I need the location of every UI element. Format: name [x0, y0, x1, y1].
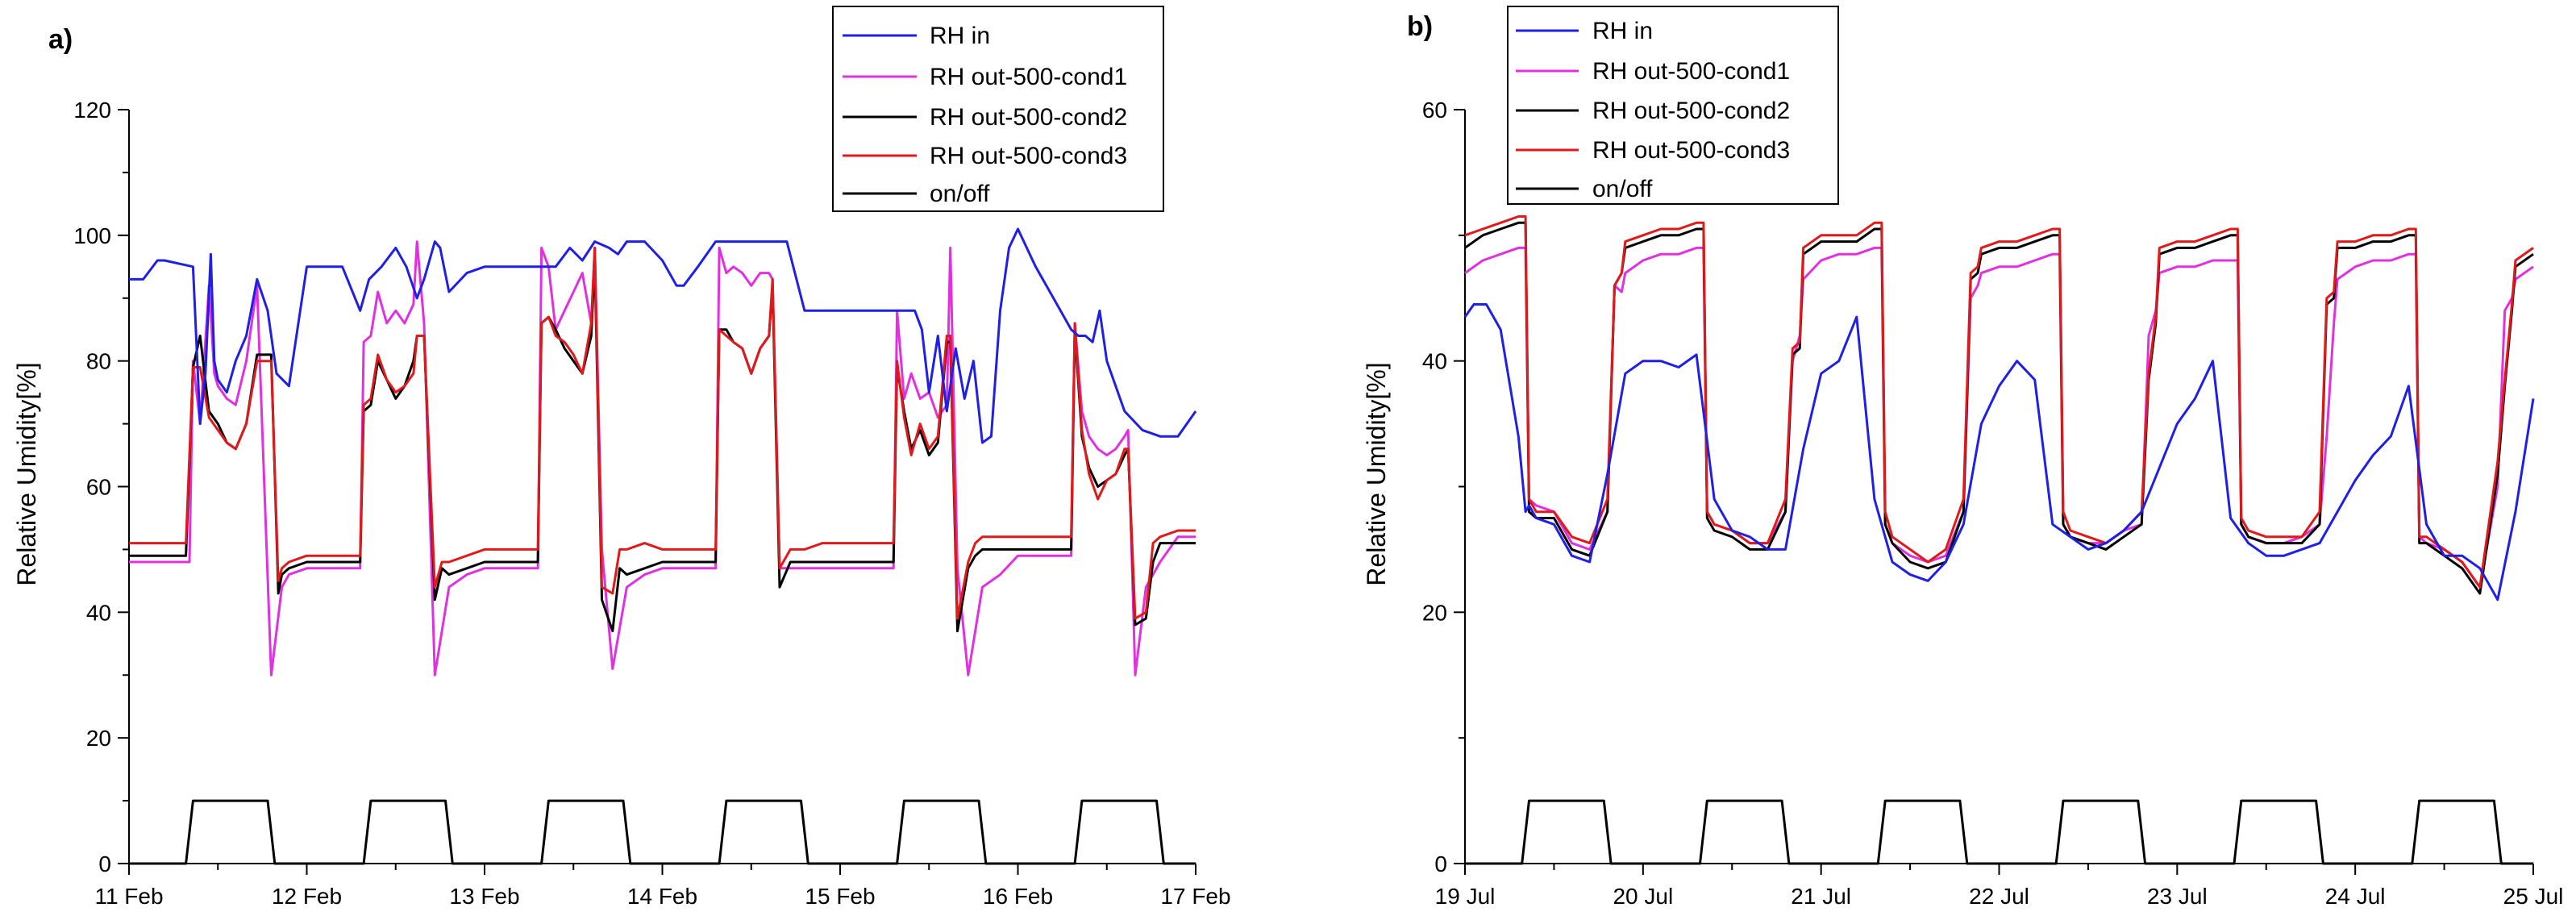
panel-b-series-rh-out-500-cond2: [1464, 221, 2534, 595]
panel-a-legend: RH in RH out-500-cond1 RH out-500-cond2 …: [832, 6, 1164, 212]
panel-a-series-rh-in: [129, 227, 1197, 444]
panel-b-x-tick-label: 24 Jul: [2325, 884, 2386, 909]
panel-a: a) Relative Umidity[%] 0 20 40 60 80 100 120 11…: [12, 6, 1231, 909]
panel-a-legend-label-on-off: on/off: [930, 181, 990, 207]
panel-b-legend-label-cond3: RH out-500-cond3: [1592, 137, 1790, 164]
panel-a-series-rh-out-500-cond1: [129, 240, 1196, 676]
panel-a-y-tick-label: 100: [73, 223, 111, 248]
panel-b-label: b): [1407, 11, 1433, 42]
panel-a-x-tick-label: 16 Feb: [983, 884, 1053, 909]
panel-a-x-tick-label: 15 Feb: [805, 884, 875, 909]
panel-a-series-on-off: [129, 799, 1196, 865]
panel-a-ticks: 0 20 40 60 80 100 120 11 Feb 12 Feb 13 Feb 14 Feb 1…: [73, 98, 1230, 909]
panel-a-x-tick-label: 12 Feb: [272, 884, 342, 909]
panel-b-series: [1463, 215, 2535, 865]
panel-b-ticks: 0 20 40 60 19 Jul 20 Jul 21 Jul 22 Jul 23 Jul 24 …: [1422, 98, 2564, 909]
panel-a-y-tick-label: 20: [86, 726, 111, 751]
panel-a-legend-label-cond3: RH out-500-cond3: [930, 143, 1127, 169]
panel-b-series-rh-out-500-cond1: [1464, 246, 2534, 589]
panel-b-legend: RH in RH out-500-cond1 RH out-500-cond2 …: [1507, 6, 1839, 205]
panel-a-x-tick-label: 11 Feb: [94, 884, 163, 909]
panel-b-legend-label-cond2: RH out-500-cond2: [1592, 98, 1790, 124]
panel-b-y-tick-label: 60: [1422, 98, 1447, 123]
panel-b-legend-box: [1507, 6, 1839, 205]
panel-b-legend-label-on-off: on/off: [1592, 176, 1653, 202]
panel-a-y-tick-label: 0: [98, 851, 111, 876]
panel-b-y-tick-label: 20: [1422, 600, 1447, 625]
panel-a-legend-label-rh-in: RH in: [930, 23, 990, 49]
panel-b-series-rh-out-500-cond3: [1464, 215, 2534, 589]
panel-b-x-tick-label: 23 Jul: [2147, 884, 2208, 909]
panel-b-y-tick-label: 0: [1434, 851, 1447, 876]
panel-a-y-tick-label: 40: [86, 600, 111, 625]
panel-b-series-rh-in: [1463, 303, 2535, 602]
panel-a-y-tick-label: 60: [86, 475, 111, 500]
panel-a-x-tick-label: 14 Feb: [627, 884, 697, 909]
panel-b-series-on-off: [1465, 799, 2533, 865]
panel-b-x-tick-label: 21 Jul: [1791, 884, 1851, 909]
panel-b: b) Relative Umidity[%] 0 20 40 60 19 Jul 20 J…: [1362, 6, 2563, 909]
panel-b-legend-label-cond1: RH out-500-cond1: [1592, 58, 1790, 85]
panel-a-y-tick-label: 80: [86, 349, 111, 374]
panel-b-y-axis-title: Relative Umidity[%]: [1362, 362, 1391, 585]
panel-b-y-tick-label: 40: [1422, 349, 1447, 374]
panel-b-x-tick-label: 20 Jul: [1613, 884, 1673, 909]
panel-a-y-axis-title: Relative Umidity[%]: [12, 362, 41, 585]
panel-b-x-tick-label: 19 Jul: [1435, 884, 1496, 909]
panel-a-series-rh-out-500-cond2: [129, 259, 1196, 633]
panel-a-legend-box: [832, 6, 1164, 212]
panel-a-legend-label-cond2: RH out-500-cond2: [930, 104, 1127, 131]
panel-a-x-tick-label: 17 Feb: [1160, 884, 1230, 909]
panel-a-y-tick-label: 120: [73, 98, 111, 123]
panel-b-legend-label-rh-in: RH in: [1592, 18, 1653, 44]
panel-a-x-tick-label: 13 Feb: [449, 884, 519, 909]
panel-a-series-rh-out-500-cond3: [129, 246, 1196, 620]
panel-a-label: a): [48, 24, 73, 55]
panel-a-legend-label-cond1: RH out-500-cond1: [930, 64, 1127, 90]
panel-b-x-tick-label: 22 Jul: [1969, 884, 2029, 909]
panel-b-x-tick-label: 25 Jul: [2503, 884, 2564, 909]
panel-a-series: [129, 227, 1197, 865]
